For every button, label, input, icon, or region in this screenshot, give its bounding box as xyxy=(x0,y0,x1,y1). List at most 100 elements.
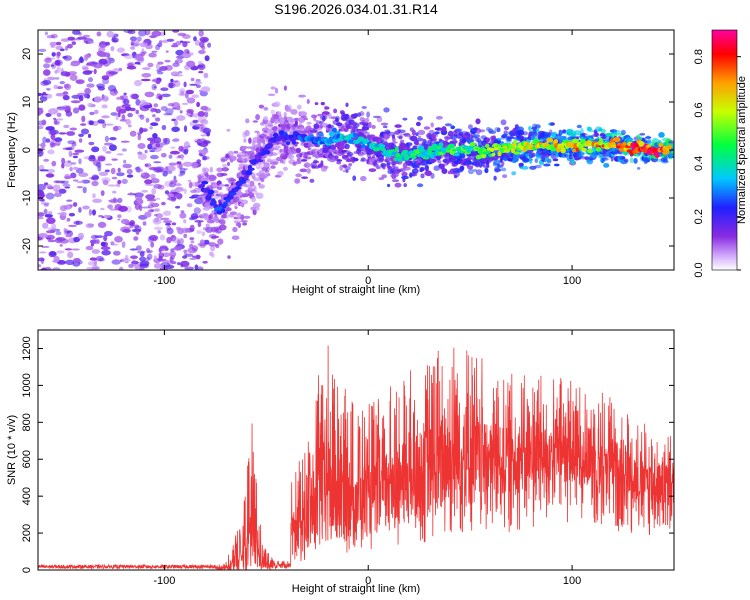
spectrogram-cell xyxy=(45,113,52,117)
spectrogram-cell xyxy=(529,158,533,164)
spectrogram-cell xyxy=(502,133,508,136)
spectrogram-cell xyxy=(189,83,198,86)
spectrogram-cell xyxy=(98,58,108,65)
spectrogram-cell xyxy=(392,137,396,142)
spectrogram-cell xyxy=(176,115,186,121)
spectrogram-cell xyxy=(501,161,505,167)
spectrogram-ridge-cell xyxy=(278,130,285,136)
spectrogram-ridge-cell xyxy=(234,186,241,190)
spectrogram-ridge-cell xyxy=(393,157,398,162)
spectrogram-cell xyxy=(61,157,66,165)
spectrogram-cell xyxy=(109,198,119,204)
spectrogram-cell xyxy=(39,251,47,254)
spectrogram-cell xyxy=(398,129,406,134)
spectrogram-cell xyxy=(189,196,197,199)
spectrogram-cell xyxy=(203,72,209,79)
spectrogram-cell xyxy=(172,237,181,244)
spectrogram-cell xyxy=(97,86,105,91)
spectrogram-cell xyxy=(503,126,510,131)
spectrogram-cell xyxy=(210,245,216,252)
spectrogram-cell xyxy=(118,105,126,110)
spectrogram-cell xyxy=(417,129,426,136)
spectrogram-cell xyxy=(90,242,94,247)
spectrogram-cell xyxy=(134,203,141,210)
spectrogram-cell xyxy=(103,234,108,242)
spectrogram-cell xyxy=(218,183,225,187)
spectrogram-cell xyxy=(259,133,267,139)
spectrogram-cell xyxy=(327,124,335,129)
spectrogram-cell xyxy=(150,122,159,127)
spectrogram-cell xyxy=(342,155,348,159)
spectrogram-cell xyxy=(117,179,122,185)
colorbar-tick-label: 0.8 xyxy=(693,49,705,64)
spectrogram-ridge-cell xyxy=(560,147,566,154)
spectrogram-cell xyxy=(150,173,156,179)
spectrogram-cell xyxy=(118,108,127,114)
spectrogram-cell xyxy=(201,38,208,43)
spectrogram-cell xyxy=(66,131,76,136)
spectrogram-cell xyxy=(70,62,80,67)
spectrogram-cell xyxy=(71,248,80,251)
spectrogram-cell xyxy=(117,218,121,221)
spectrogram-ridge-cell xyxy=(348,139,355,144)
spectrogram-cell xyxy=(88,209,92,216)
spectrogram-cell xyxy=(75,79,85,85)
spectrogram-ridge-cell xyxy=(513,151,521,155)
spectrogram-cell xyxy=(336,161,342,165)
spectrogram-cell xyxy=(87,102,94,108)
spectrogram-cell xyxy=(116,172,125,177)
spectrogram-marks xyxy=(38,30,674,270)
spectrogram-cell xyxy=(163,210,172,216)
spectrogram-ridge-cell xyxy=(490,147,495,152)
spectrogram-cell xyxy=(287,153,295,160)
spectrogram-cell xyxy=(200,119,209,125)
spectrogram-cell xyxy=(579,133,588,136)
spectrogram-cell xyxy=(39,192,46,198)
spectrogram-cell xyxy=(273,126,278,131)
spectrogram-cell xyxy=(359,111,365,117)
spectrogram-cell xyxy=(157,42,163,48)
spectrogram-cell xyxy=(154,213,158,217)
spectrogram-cell xyxy=(122,104,131,107)
spectrogram-cell xyxy=(594,132,599,137)
spectrogram-ridge-cell xyxy=(491,152,496,157)
spectrogram-ridge-cell xyxy=(580,147,587,152)
spectrogram-cell xyxy=(96,239,100,245)
spectrogram-cell xyxy=(172,138,180,142)
spectrogram-cell xyxy=(64,45,69,51)
spectrogram-cell xyxy=(104,142,113,146)
spectrogram-cell xyxy=(573,130,582,136)
spectrogram-cell xyxy=(420,173,425,179)
spectrogram-cell xyxy=(179,110,183,114)
spectrogram-ridge-cell xyxy=(247,167,255,171)
spectrogram-cell xyxy=(66,43,73,49)
spectrogram-cell xyxy=(161,93,171,98)
spectrogram-cell xyxy=(139,127,144,134)
spectrogram-cell xyxy=(123,159,127,164)
spectrogram-cell xyxy=(344,166,351,171)
spectrogram-cell xyxy=(84,87,91,95)
spectrogram-cell xyxy=(333,155,339,160)
spectrogram-cell xyxy=(86,83,95,88)
spectrogram-cell xyxy=(158,142,167,146)
spectrogram-cell xyxy=(91,265,99,270)
spectrogram-cell xyxy=(54,69,58,74)
spectrogram-cell xyxy=(97,221,107,228)
spectrogram-cell xyxy=(147,137,155,142)
spectrogram-cell xyxy=(143,129,147,132)
spectrogram-cell xyxy=(101,249,111,256)
spectrogram-cell xyxy=(97,44,107,49)
spectrogram-cell xyxy=(91,61,99,65)
spectrogram-cell xyxy=(85,54,91,59)
spectrogram-cell xyxy=(53,255,60,263)
spectrogram-cell xyxy=(56,250,65,254)
spectrogram-cell xyxy=(531,152,536,158)
spectrogram-cell xyxy=(255,192,264,199)
spectrogram-cell xyxy=(215,244,219,247)
spectrogram-cell xyxy=(265,167,271,171)
spectrogram-cell xyxy=(160,87,169,91)
spectrogram-cell xyxy=(387,166,392,169)
spectrogram-cell xyxy=(54,59,63,67)
spectrogram-cell xyxy=(56,118,64,121)
spectrogram-cell xyxy=(123,54,134,60)
